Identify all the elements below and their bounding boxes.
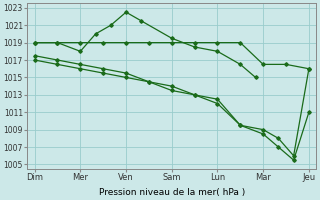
X-axis label: Pression niveau de la mer( hPa ): Pression niveau de la mer( hPa ): [99, 188, 245, 197]
